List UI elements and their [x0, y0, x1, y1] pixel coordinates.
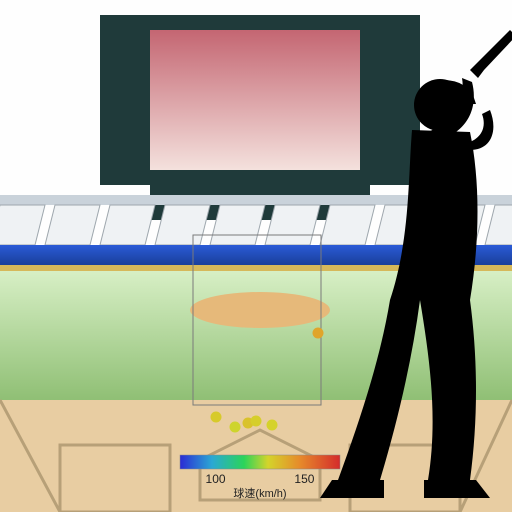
stands-section: [155, 205, 210, 245]
pitch-marker: [267, 420, 278, 431]
chart-svg: 100 150 球速(km/h): [0, 0, 512, 512]
scoreboard-screen: [150, 30, 360, 170]
colorbar-label: 球速(km/h): [233, 486, 286, 500]
pitch-location-chart: 100 150 球速(km/h): [0, 0, 512, 512]
colorbar-tick: 100: [206, 472, 226, 486]
stands-section: [265, 205, 320, 245]
pitch-marker: [211, 412, 222, 423]
colorbar: [180, 455, 340, 469]
stands-section: [45, 205, 100, 245]
pitchers-mound: [190, 292, 330, 328]
stands-section: [320, 205, 375, 245]
pitch-marker: [251, 416, 262, 427]
stands-section: [100, 205, 155, 245]
colorbar-tick: 150: [294, 472, 314, 486]
pitch-marker: [230, 422, 241, 433]
stands-section: [210, 205, 265, 245]
pitch-marker: [313, 328, 324, 339]
